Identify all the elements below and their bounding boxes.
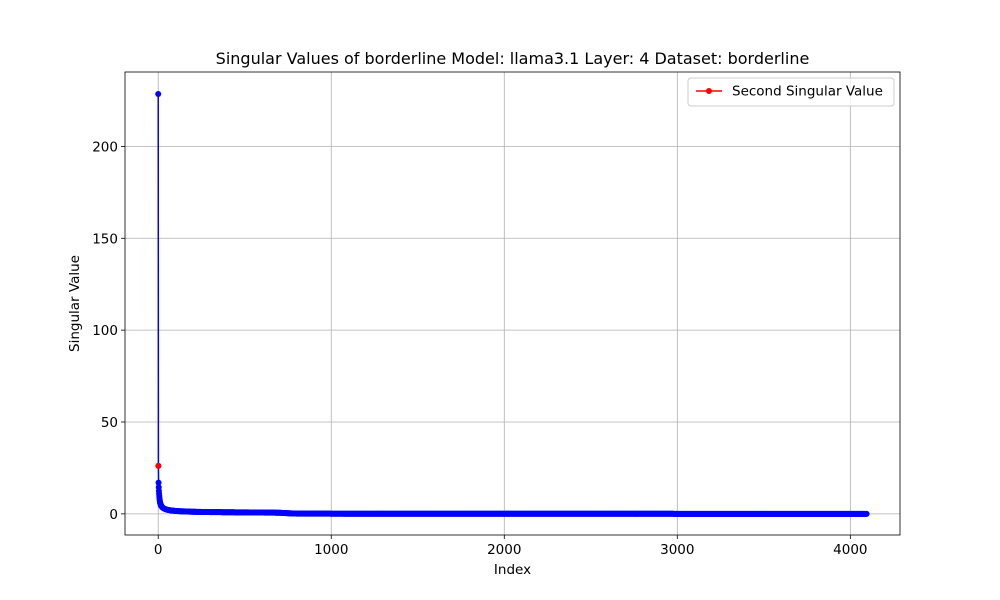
- chart-title: Singular Values of borderline Model: lla…: [216, 49, 810, 68]
- legend-frame: [687, 77, 895, 107]
- x-tick-label: 3000: [660, 542, 694, 558]
- y-tick-label: 0: [109, 507, 118, 523]
- series-point-singular-value: [863, 510, 870, 517]
- x-axis-label: Index: [494, 562, 531, 578]
- y-tick-label: 150: [92, 231, 118, 247]
- x-tick-label: 4000: [833, 542, 867, 558]
- legend-marker-second-singular-value: [706, 88, 712, 94]
- y-axis-label: Singular Value: [67, 255, 83, 352]
- series-point-singular-value: [155, 479, 162, 486]
- x-tick-label: 1000: [314, 542, 348, 558]
- tick-layer: 0 1000 2000 3000 4000 0 50 100 150 200: [92, 139, 867, 558]
- plot-frame: [124, 71, 901, 536]
- x-tick-label: 2000: [487, 542, 521, 558]
- legend-label-second-singular-value: Second Singular Value: [732, 84, 883, 100]
- y-tick-label: 50: [101, 415, 118, 431]
- series-point-singular-value: [155, 91, 162, 98]
- x-tick-label: 0: [154, 542, 163, 558]
- y-tick-label: 200: [92, 139, 118, 155]
- y-tick-label: 100: [92, 323, 118, 339]
- series-layer: [155, 91, 870, 517]
- plot-area: [125, 72, 900, 535]
- series-point-second-singular-value: [155, 462, 162, 469]
- legend: Second Singular Value: [687, 77, 895, 107]
